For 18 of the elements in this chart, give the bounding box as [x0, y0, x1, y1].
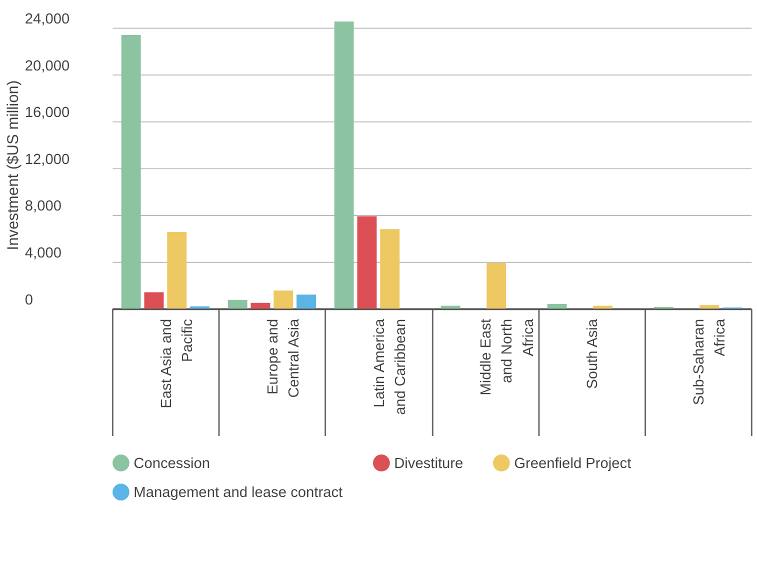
legend-label: Concession	[134, 456, 210, 472]
y-tick-label: 4,000	[24, 245, 62, 262]
x-tick-label: Latin America and Caribbean	[372, 318, 410, 415]
y-tick-label: 0	[24, 292, 34, 308]
y-tick-label: 20,000	[24, 58, 70, 74]
legend-label: Divestiture	[394, 456, 464, 472]
y-tick-label: 24,000	[24, 12, 70, 28]
legend-label: Greenfield Project	[514, 456, 632, 472]
y-tick-label: 16,000	[24, 105, 70, 122]
y-tick-label: 8,000	[24, 198, 62, 215]
x-tick-label: East Asia and Pacific	[158, 318, 196, 408]
y-tick-label: 12,000	[24, 152, 70, 168]
x-tick-label: Europe and Central Asia	[265, 318, 303, 398]
legend-label: Management and lease contract	[134, 484, 343, 501]
x-tick-label: South Asia	[584, 318, 601, 389]
y-axis-title: Investment ($US million)	[5, 80, 22, 250]
x-tick-label: Sub-Saharan Africa	[691, 318, 729, 406]
x-tick-label: Middle East and North Africa	[478, 318, 538, 396]
